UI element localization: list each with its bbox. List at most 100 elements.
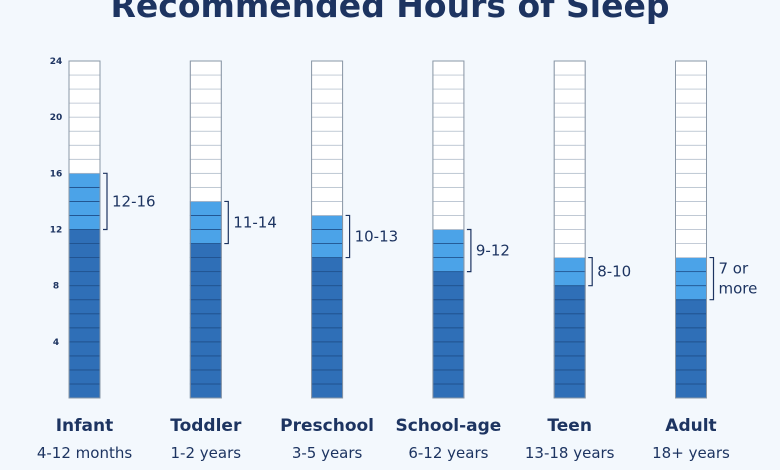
bar-cell	[311, 243, 344, 258]
bar-cell	[675, 257, 707, 273]
y-tick-label: 16	[50, 169, 63, 179]
bar-cell	[432, 257, 465, 273]
range-label: 11-14	[233, 213, 277, 231]
bar-cell	[432, 116, 465, 132]
bar-cell	[68, 355, 101, 371]
y-tick-label: 4	[53, 338, 59, 348]
range-label: 10-13	[355, 228, 399, 246]
bar-cell	[311, 74, 344, 90]
bar-cell	[553, 285, 586, 301]
chart-title: Recommended Hours of Sleep	[110, 0, 670, 25]
range-label: 7 or	[719, 260, 749, 278]
bar-frame	[675, 60, 707, 399]
bar-cell	[553, 60, 586, 76]
bar-cell	[553, 201, 586, 216]
bar-cell	[553, 74, 586, 90]
bar-cell	[432, 243, 465, 258]
category-name: Toddler	[170, 416, 242, 436]
bar-cell	[432, 158, 465, 174]
bar-cell	[68, 201, 101, 216]
bar-cell	[432, 229, 465, 244]
bar-cell	[675, 186, 707, 202]
bar-cell	[432, 130, 465, 146]
bar-cell	[189, 144, 222, 160]
bar-cell	[675, 313, 707, 329]
range-bracket	[345, 214, 351, 259]
bar-cell	[553, 88, 586, 104]
bar-cell	[675, 116, 707, 132]
bar-cell	[432, 144, 465, 160]
bar-cell	[675, 285, 707, 301]
bar-cell	[68, 74, 101, 90]
bar-cell	[189, 88, 222, 104]
bar-cell	[189, 201, 222, 216]
bar-cell	[432, 88, 465, 104]
bar-cell	[432, 215, 465, 230]
bar-cell	[432, 102, 465, 118]
bar-cell	[311, 271, 344, 287]
bar-cell	[675, 144, 707, 160]
bar-cell	[189, 74, 222, 90]
bar-cell	[553, 313, 586, 329]
bar-cell	[189, 369, 222, 385]
range-bracket	[103, 172, 108, 231]
bar-infant	[68, 60, 101, 399]
bar-cell	[189, 257, 222, 273]
bar-cell	[68, 369, 101, 385]
bar-cell	[68, 243, 101, 258]
bar-cell	[432, 74, 465, 90]
bar-cell	[311, 257, 344, 273]
bar-cell	[432, 201, 465, 216]
bar-cell	[675, 201, 707, 216]
bar-cell	[675, 229, 707, 244]
bar-cell	[675, 299, 707, 315]
bar-cell	[311, 299, 344, 315]
bar-cell	[68, 130, 101, 146]
sleep-chart: 4 8 12 16 20 24 12-16 11-14 10-13 9-12 8-10 7 or mor…	[50, 57, 757, 399]
bar-cell	[675, 215, 707, 230]
bar-cell	[553, 215, 586, 230]
bar-cell	[553, 257, 586, 273]
bar-cell	[311, 102, 344, 118]
bar-cell	[68, 313, 101, 329]
bar-toddler	[189, 60, 222, 399]
bar-cell	[68, 285, 101, 301]
bar-cell	[68, 271, 101, 287]
bar-cell	[432, 355, 465, 371]
bar-cell	[311, 327, 344, 343]
bar-cell	[553, 102, 586, 118]
category-age: 1-2 years	[170, 444, 242, 462]
bar-cell	[432, 60, 465, 76]
bar-cell	[189, 229, 222, 244]
range-bracket	[466, 228, 472, 273]
bar-cell	[68, 172, 101, 188]
bar-cell	[553, 116, 586, 132]
bar-cell	[553, 383, 586, 399]
bar-cell	[553, 130, 586, 146]
bar-cell	[675, 172, 707, 188]
category-name: Preschool	[280, 416, 375, 436]
bar-cell	[553, 229, 586, 244]
bar-cell	[189, 341, 222, 357]
bar-cell	[311, 341, 344, 357]
bar-cell	[68, 327, 101, 343]
bar-cell	[553, 243, 586, 258]
y-tick-label: 24	[50, 57, 63, 67]
bar-cell	[553, 299, 586, 315]
bar-cell	[189, 313, 222, 329]
bar-cell	[553, 172, 586, 188]
bar-cell	[311, 201, 344, 216]
bar-cell	[189, 130, 222, 146]
bar-cell	[311, 116, 344, 132]
bar-frame	[68, 60, 101, 399]
bar-cell	[553, 327, 586, 343]
bar-cell	[311, 369, 344, 385]
bar-cell	[68, 144, 101, 160]
bar-cell	[675, 327, 707, 343]
y-tick-label: 8	[53, 282, 59, 292]
bar-cell	[675, 341, 707, 357]
bar-cell	[311, 285, 344, 301]
bar-cell	[189, 383, 222, 399]
bar-cell	[432, 369, 465, 385]
bar-cell	[432, 341, 465, 357]
